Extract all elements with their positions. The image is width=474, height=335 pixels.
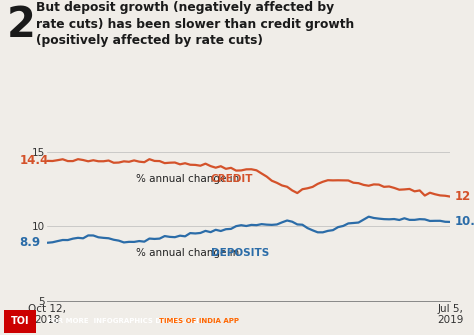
Text: But deposit growth (negatively affected by
rate cuts) has been slower than credi: But deposit growth (negatively affected …	[36, 1, 354, 47]
Text: CREDIT: CREDIT	[210, 174, 253, 184]
Text: 12: 12	[454, 190, 471, 203]
Text: 10.3: 10.3	[454, 215, 474, 228]
Text: % annual change in: % annual change in	[136, 174, 243, 184]
Text: TIMES OF INDIA APP: TIMES OF INDIA APP	[159, 318, 239, 324]
Text: 8.9: 8.9	[19, 236, 40, 249]
Text: 14.4: 14.4	[19, 154, 48, 168]
FancyBboxPatch shape	[4, 310, 36, 333]
Text: % annual change in: % annual change in	[136, 248, 243, 258]
Text: DEPOSITS: DEPOSITS	[210, 248, 269, 258]
Text: 2: 2	[7, 4, 36, 46]
Text: TOI: TOI	[10, 316, 29, 326]
Text: FOR MORE  INFOGRAPHICS DOWNLOAD: FOR MORE INFOGRAPHICS DOWNLOAD	[47, 318, 205, 324]
